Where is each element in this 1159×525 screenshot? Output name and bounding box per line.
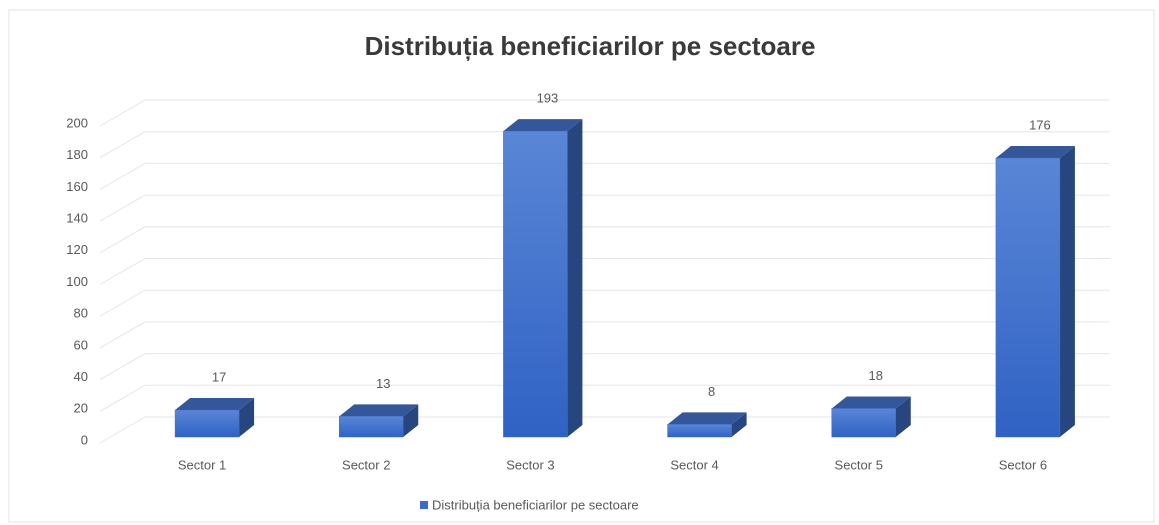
data-label: 13 — [376, 376, 390, 391]
bar — [667, 424, 732, 438]
grid-line — [99, 384, 1110, 412]
data-label: 176 — [1029, 117, 1051, 132]
y-tick-label: 20 — [74, 401, 88, 416]
x-tick-label: Sector 6 — [999, 457, 1047, 472]
grid-line — [99, 321, 1110, 349]
chart-title: Distribuția beneficiarilor pe sectoare — [365, 31, 816, 61]
x-tick-label: Sector 5 — [835, 457, 883, 472]
bar-side — [895, 396, 911, 437]
bar-top — [995, 146, 1075, 159]
x-tick-label: Sector 2 — [342, 457, 390, 472]
bar — [831, 408, 896, 438]
grid-line — [99, 289, 1110, 317]
y-tick-label: 200 — [66, 115, 88, 130]
y-tick-label: 60 — [74, 337, 88, 352]
y-tick-label: 80 — [74, 306, 88, 321]
bar — [339, 416, 404, 438]
grid-line — [99, 258, 1110, 285]
grid-line — [99, 162, 1110, 190]
y-tick-label: 120 — [66, 242, 88, 257]
data-label: 17 — [212, 369, 226, 384]
bar-side — [239, 398, 255, 437]
data-label: 18 — [869, 368, 883, 383]
y-tick-label: 0 — [81, 432, 88, 447]
bar — [174, 409, 240, 438]
bar-top — [503, 119, 583, 132]
y-tick-label: 180 — [66, 147, 88, 162]
y-tick-label: 100 — [66, 274, 88, 289]
bar-side — [1059, 146, 1075, 438]
grid-line — [99, 353, 1110, 381]
grid-line — [99, 131, 1110, 159]
bar-top — [175, 398, 255, 411]
grid-line — [99, 99, 1110, 127]
bar-top — [339, 404, 419, 417]
bar-top — [831, 396, 911, 409]
grid-line — [99, 226, 1110, 254]
x-tick-label: Sector 3 — [506, 457, 554, 472]
bar — [995, 157, 1061, 438]
data-label: 193 — [537, 91, 559, 106]
grid-line — [99, 416, 1110, 444]
bar — [503, 130, 568, 438]
grid-line — [99, 194, 1110, 222]
bar-side — [731, 412, 747, 437]
y-tick-label: 140 — [66, 211, 88, 226]
legend-label: Distribuția beneficiarilor pe sectoare — [432, 497, 639, 512]
y-tick-label: 40 — [74, 369, 88, 384]
legend-swatch — [420, 501, 428, 509]
y-tick-label: 160 — [66, 179, 88, 194]
data-label: 8 — [708, 384, 715, 399]
bar-top — [667, 412, 747, 425]
x-tick-label: Sector 1 — [178, 457, 226, 472]
bar-side — [403, 404, 419, 437]
x-tick-label: Sector 4 — [670, 457, 718, 472]
bar-side — [567, 119, 583, 437]
